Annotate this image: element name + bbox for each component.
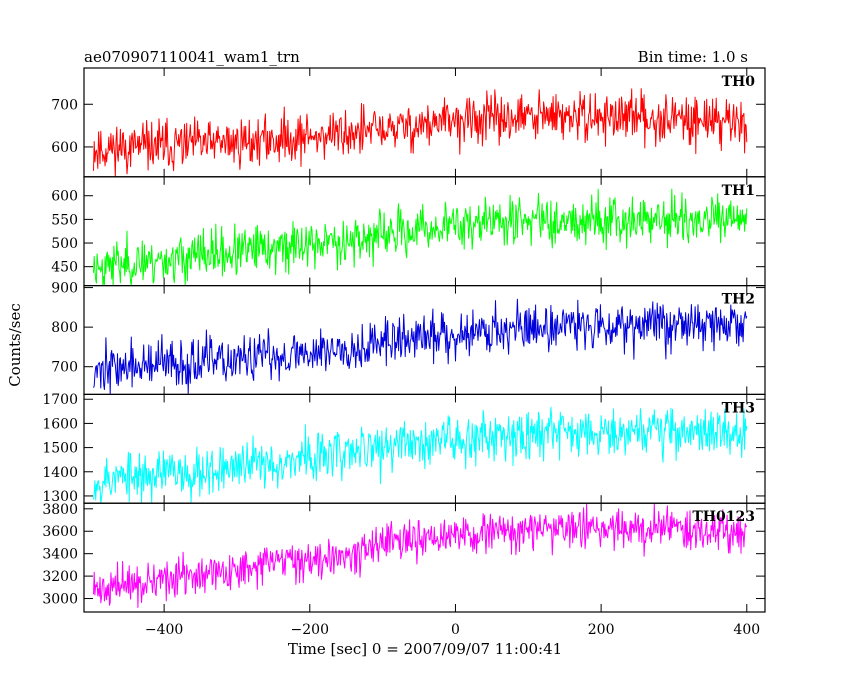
series-line-th1 (93, 188, 748, 287)
y-axis-label: Counts/sec (6, 303, 24, 387)
panel-th2: 700 800 900 TH2 (51, 281, 766, 396)
y-tick-label: 500 (51, 236, 78, 252)
panel-th1: 450 500 550 600 TH1 (51, 176, 766, 287)
series-line-th2 (93, 298, 748, 395)
y-tick-label: 1700 (42, 392, 78, 408)
x-tick-label: 200 (588, 622, 615, 638)
panel-label: TH2 (722, 292, 755, 308)
y-tick-label: 3800 (42, 502, 78, 518)
y-tick-label: 3600 (42, 524, 78, 540)
bin-time-label: Bin time: 1.0 s (638, 48, 748, 66)
series-line-th0123 (93, 502, 748, 608)
y-tick-label: 600 (51, 140, 78, 156)
y-tick-label: 1500 (42, 441, 78, 457)
panel-frame (83, 502, 766, 613)
x-tick-label: −200 (291, 622, 329, 638)
panel-label: TH0 (722, 74, 756, 90)
panel-label: TH1 (722, 183, 755, 199)
x-tick-label: 400 (733, 622, 760, 638)
y-tick-label: 700 (51, 97, 78, 113)
y-tick-label: 450 (51, 260, 78, 276)
y-tick-label: 800 (51, 320, 78, 336)
x-axis-label: Time [sec] 0 = 2007/09/07 11:00:41 (288, 640, 562, 658)
y-tick-label: 3200 (42, 569, 78, 585)
y-tick-label: 550 (51, 212, 78, 228)
x-tick-label: −400 (145, 622, 183, 638)
y-tick-label: 600 (51, 189, 78, 205)
series-line-th0 (93, 88, 748, 178)
y-tick-label: 3000 (42, 592, 78, 608)
y-tick-label: 1300 (42, 489, 78, 505)
chart-title: ae070907110041_wam1_trn (84, 48, 300, 66)
x-tick-label: 0 (451, 622, 460, 638)
y-tick-label: 1400 (42, 465, 78, 481)
y-tick-label: 3400 (42, 547, 78, 563)
series-line-th3 (93, 406, 748, 504)
panel-th0123: 3000 3200 3400 3600 3800 TH0123 (42, 502, 766, 613)
y-tick-label: 1600 (42, 416, 78, 432)
panels-group: 600 700 TH0 450 500 550 600 TH1 700 800 900 TH2 1300… (42, 67, 766, 638)
panel-label: TH3 (722, 400, 755, 416)
y-tick-label: 900 (51, 281, 78, 297)
panel-th0: 600 700 TH0 (51, 67, 766, 178)
panel-th3: 1300 1400 1500 1600 1700 TH3 (42, 392, 766, 505)
panel-label: TH0123 (692, 509, 755, 525)
y-tick-label: 700 (51, 360, 78, 376)
